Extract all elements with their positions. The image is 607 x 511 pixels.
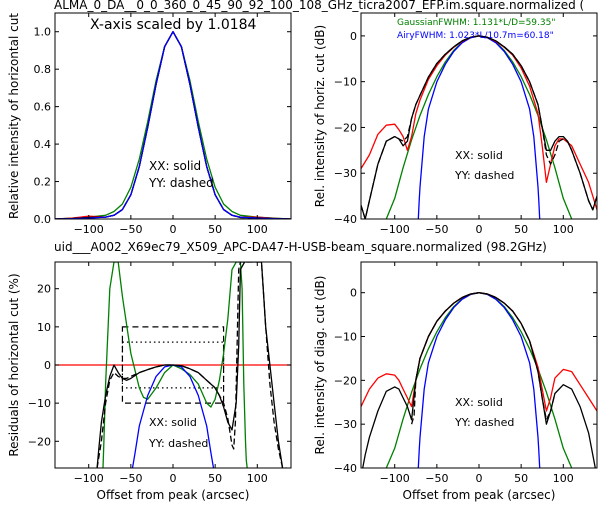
tolerance-box-dashed bbox=[121, 326, 225, 404]
x-tick-label: −50 bbox=[119, 223, 142, 236]
annotation-text: YY: dashed bbox=[148, 176, 214, 190]
series-line-2 bbox=[361, 292, 597, 412]
chart-horizontal-cut-linear: −100 −50 0 50 100 0.0 0.2 0.4 0.6 0.8 1.0 Relative … bbox=[7, 12, 292, 236]
y-tick-label: −10 bbox=[334, 76, 357, 89]
series-line-0 bbox=[102, 262, 248, 468]
annotation-text: XX: solid bbox=[149, 159, 201, 173]
y-tick-label: 0.4 bbox=[34, 138, 52, 151]
series-line-1 bbox=[55, 31, 291, 219]
y-tick-label: 1.0 bbox=[34, 26, 52, 39]
y-tick-label: 20 bbox=[37, 283, 51, 296]
plot-area bbox=[361, 35, 597, 219]
legend-entry: GaussianFWHM: 1.131*L/D=59.35" bbox=[397, 18, 555, 28]
annotation-text: YY: dashed bbox=[148, 437, 208, 450]
y-tick-label: 10 bbox=[37, 321, 51, 334]
x-tick-label: 50 bbox=[514, 223, 528, 236]
x-tick-label: −100 bbox=[380, 223, 410, 236]
y-tick-label: −10 bbox=[334, 331, 357, 344]
series-line-0 bbox=[385, 292, 573, 468]
annotation-text: XX: solid bbox=[455, 396, 503, 409]
y-tick-label: 0.0 bbox=[34, 213, 52, 226]
axes-frame bbox=[360, 12, 598, 220]
annotation-text: YY: dashed bbox=[454, 169, 514, 182]
y-tick-label: 0.6 bbox=[34, 101, 52, 114]
tolerance-box-dotted bbox=[121, 341, 225, 389]
y-tick-label: −30 bbox=[334, 418, 357, 431]
series-line-3 bbox=[96, 262, 287, 468]
x-tick-label: −50 bbox=[425, 472, 448, 485]
x-axis-label: Offset from peak (arcsec) bbox=[97, 488, 250, 502]
y-tick-label: 0.8 bbox=[34, 63, 52, 76]
y-tick-label: 0 bbox=[350, 30, 357, 43]
annotation-text: YY: dashed bbox=[454, 416, 514, 429]
x-tick-label: 100 bbox=[247, 472, 268, 485]
y-axis-label: Relative intensity of horizontal cut bbox=[7, 13, 21, 219]
series-line-3 bbox=[362, 292, 596, 468]
annotation-text: XX: solid bbox=[149, 416, 197, 429]
x-tick-label: 100 bbox=[247, 223, 268, 236]
x-tick-label: 50 bbox=[208, 223, 222, 236]
y-tick-label: −40 bbox=[334, 462, 357, 475]
y-axis-label: Residuals of horizontal cut (%) bbox=[7, 273, 21, 456]
plot-area bbox=[55, 262, 291, 468]
y-tick-label: −20 bbox=[28, 435, 51, 448]
legend-entry: AiryFWHM: 1.023*L/10.7m=60.18" bbox=[397, 31, 554, 41]
x-tick-label: 50 bbox=[514, 472, 528, 485]
series-line-0 bbox=[55, 31, 291, 219]
series-line-3 bbox=[55, 31, 291, 219]
x-tick-label: 100 bbox=[553, 223, 574, 236]
series-line-4 bbox=[361, 35, 597, 219]
annotation-text: X-axis scaled by 1.0184 bbox=[90, 17, 257, 33]
x-tick-label: 0 bbox=[476, 223, 483, 236]
y-tick-label: −20 bbox=[334, 121, 357, 134]
series-line-1 bbox=[417, 292, 541, 468]
x-tick-label: 0 bbox=[170, 472, 177, 485]
y-tick-label: −40 bbox=[334, 213, 357, 226]
x-tick-label: −100 bbox=[74, 472, 104, 485]
x-tick-label: −50 bbox=[425, 223, 448, 236]
y-tick-label: −20 bbox=[334, 374, 357, 387]
y-tick-label: −10 bbox=[28, 397, 51, 410]
series-line-2 bbox=[55, 31, 291, 219]
y-axis-label: Rel. intensity of diag. cut (dB) bbox=[313, 276, 327, 455]
x-tick-label: −100 bbox=[74, 223, 104, 236]
series-line-0 bbox=[385, 35, 573, 219]
plot-area bbox=[55, 31, 291, 219]
x-tick-label: 100 bbox=[553, 472, 574, 485]
series-line-4 bbox=[55, 31, 291, 219]
figure-mid-title: uid___A002_X69ec79_X509_APC-DA47-H-USB-b… bbox=[54, 240, 547, 254]
x-tick-label: −100 bbox=[380, 472, 410, 485]
y-axis-label: Rel. intensity of horiz. cut (dB) bbox=[313, 25, 327, 207]
y-tick-label: −30 bbox=[334, 167, 357, 180]
figure-top-title: ALMA_0_DA__0_0_360_0_45_90_92_100_108_GH… bbox=[54, 0, 584, 12]
plot-area bbox=[361, 292, 597, 468]
x-axis-label: Offset from peak (arcsec) bbox=[403, 488, 556, 502]
x-tick-label: 0 bbox=[476, 472, 483, 485]
x-tick-label: 0 bbox=[170, 223, 177, 236]
x-tick-label: −50 bbox=[119, 472, 142, 485]
annotation-text: XX: solid bbox=[455, 149, 503, 162]
y-tick-label: 0 bbox=[350, 287, 357, 300]
series-line-4 bbox=[410, 292, 556, 425]
y-tick-label: 0 bbox=[44, 359, 51, 372]
series-line-2 bbox=[361, 35, 597, 210]
y-tick-label: 0.2 bbox=[34, 176, 52, 189]
x-tick-label: 50 bbox=[208, 472, 222, 485]
